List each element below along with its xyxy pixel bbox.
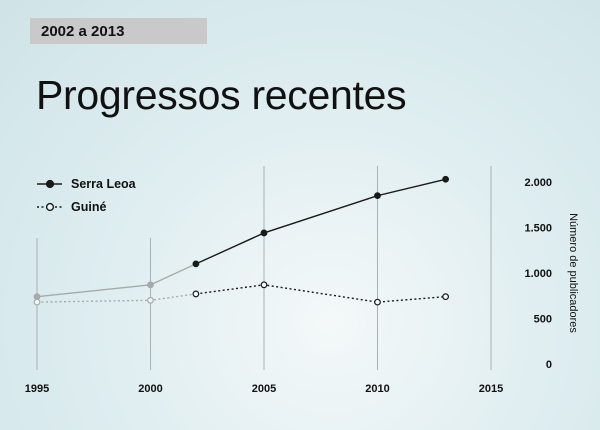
series-line-0	[195, 178, 446, 265]
series-line-early-1	[36, 293, 196, 303]
y-axis-label: Número de publicadores	[567, 213, 579, 333]
data-point-1-4	[374, 298, 381, 306]
chart-legend: Serra Leoa Guiné	[37, 177, 137, 214]
x-tick-label-2015: 2015	[479, 383, 503, 395]
data-point-0-0	[33, 293, 41, 301]
period-tag: 2002 a 2013	[30, 18, 207, 44]
data-point-1-2	[192, 290, 200, 298]
series-line-1	[195, 284, 446, 303]
data-point-0-2	[192, 260, 200, 268]
x-tick-label-2000: 2000	[138, 383, 162, 395]
y-tick-label-1.500: 1.500	[524, 223, 552, 235]
y-tick-label-500: 500	[534, 314, 552, 326]
data-point-1-5	[442, 293, 450, 301]
data-point-1-3	[260, 281, 268, 289]
data-point-0-3	[260, 229, 268, 237]
data-point-1-0	[33, 298, 41, 306]
gridlines	[36, 166, 492, 370]
legend-swatch-marker-0	[45, 179, 55, 189]
legend-label-1: Guiné	[71, 200, 106, 214]
x-axis-ticks: 1995 2000 2005 2010 2015	[25, 383, 503, 395]
y-axis-ticks: 0 500 1.000 1.500 2.000	[524, 177, 552, 371]
period-tag-label: 2002 a 2013	[41, 22, 125, 40]
legend-label-0: Serra Leoa	[71, 177, 137, 191]
y-tick-label-1.000: 1.000	[524, 268, 552, 280]
data-point-0-5	[442, 175, 450, 183]
series-layer	[33, 175, 450, 306]
x-tick-label-1995: 1995	[25, 383, 49, 395]
legend-swatch-marker-1	[45, 202, 55, 212]
y-tick-label-2.000: 2.000	[524, 177, 552, 189]
y-tick-label-0: 0	[546, 359, 552, 371]
data-point-0-4	[374, 192, 381, 200]
data-point-1-1	[147, 296, 154, 304]
x-tick-label-2010: 2010	[365, 383, 389, 395]
page-title: Progressos recentes	[36, 72, 407, 118]
data-point-0-1	[147, 281, 154, 289]
x-tick-label-2005: 2005	[252, 383, 276, 395]
series-line-early-0	[36, 263, 197, 298]
